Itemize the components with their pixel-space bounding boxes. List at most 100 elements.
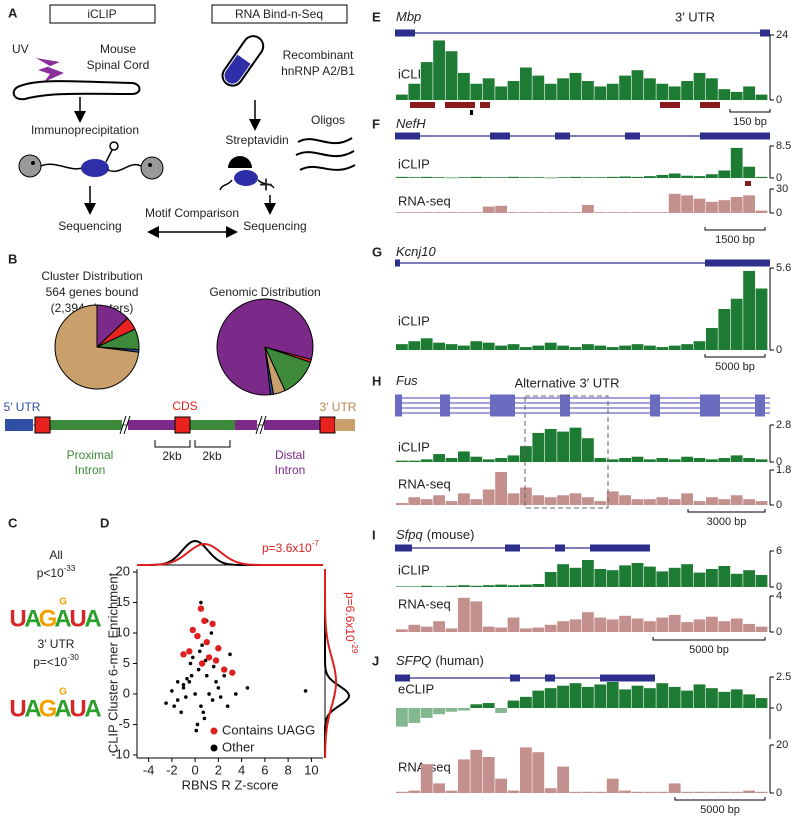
signal-bar	[433, 40, 445, 100]
signal-bar	[668, 173, 681, 178]
signal-bar	[532, 75, 545, 100]
point	[228, 652, 232, 657]
signal-bar	[420, 459, 433, 462]
pie-title: Genomic Distribution	[209, 285, 320, 299]
signal-bar	[507, 455, 520, 462]
signal-bar	[470, 499, 483, 505]
signal-bar	[420, 626, 433, 632]
signal-bar	[693, 791, 706, 793]
signal-bar	[458, 177, 470, 178]
signal-bar	[569, 427, 582, 462]
signal-bar	[718, 89, 731, 100]
signal-bar	[495, 708, 507, 713]
exon	[545, 674, 555, 682]
legend-label: Contains UAGG	[222, 722, 315, 737]
panel-c: C All p<10-33 3′ UTR p=<10-30	[8, 515, 79, 669]
signal-bar	[544, 83, 557, 100]
signal-bar	[532, 212, 545, 213]
signal-bar	[730, 618, 743, 632]
signal-bar	[644, 688, 656, 708]
rna-loop	[109, 141, 119, 151]
exon	[490, 399, 515, 407]
point	[195, 722, 200, 727]
signal-bar	[743, 166, 755, 178]
point	[175, 679, 180, 684]
signal-bar	[495, 345, 507, 350]
signal-bar	[668, 345, 681, 350]
point	[188, 661, 193, 666]
exon	[755, 394, 765, 402]
p-text: p<10	[37, 566, 64, 580]
signal-bar	[433, 342, 445, 350]
signal-bar	[420, 708, 433, 718]
signal-bar	[470, 585, 483, 587]
exon	[705, 259, 770, 267]
signal-bar	[706, 328, 718, 350]
exon	[755, 409, 765, 417]
point	[185, 676, 189, 681]
scale-bar-label: 5000 bp	[715, 361, 755, 373]
signal-bar	[532, 177, 545, 178]
legend-marker	[210, 744, 218, 752]
signal-bar	[569, 619, 582, 632]
signal-bar	[569, 683, 582, 708]
signal-bar	[594, 458, 607, 462]
gene-label: 3′ UTR	[320, 400, 357, 414]
gene-name: Sfpq (mouse)	[396, 527, 474, 542]
signal-bar	[743, 570, 755, 587]
signal-bar	[569, 212, 582, 213]
y-tick-label: 20	[776, 739, 788, 751]
cluster	[480, 102, 490, 108]
signal-bar	[681, 690, 693, 708]
signal-bar	[433, 454, 445, 462]
signal-bar	[557, 766, 569, 793]
signal-bar	[730, 495, 743, 505]
panel-letter: F	[372, 116, 380, 131]
signal-bar	[482, 342, 495, 350]
p-text: p=6.6x10	[343, 592, 357, 642]
signal-bar	[606, 681, 619, 708]
signal-bar	[631, 563, 644, 587]
alt-utr-box	[524, 395, 609, 509]
signal-bar	[569, 791, 582, 793]
signal-bar	[520, 212, 532, 213]
scale-bar-label: 5000 bp	[689, 644, 729, 656]
signal-bar	[482, 489, 495, 505]
signal-bar	[606, 459, 619, 462]
gene-name: SFPQ (human)	[396, 653, 484, 668]
signal-bar	[557, 78, 569, 100]
point	[229, 669, 236, 676]
exon	[700, 399, 720, 407]
logo-letter: U	[69, 605, 86, 632]
panel-letter: D	[100, 515, 109, 530]
rna	[107, 163, 142, 173]
scale-bar-label: 1500 bp	[715, 234, 755, 246]
signal-bar	[544, 177, 557, 179]
signal-bar	[619, 495, 631, 505]
signal-bar	[445, 177, 458, 179]
signal-bar	[408, 624, 421, 632]
signal-bar	[420, 212, 433, 213]
panel-a: A iCLIP RNA Bind-n-Seq UV Mouse Spinal C…	[8, 4, 356, 238]
signal-bar	[482, 626, 495, 632]
exon	[590, 544, 650, 552]
point	[189, 673, 194, 678]
track-label: iCLIP	[398, 439, 430, 454]
point	[197, 649, 202, 654]
exon	[395, 544, 412, 552]
signal-bar	[569, 347, 582, 350]
x-axis-label: RBNS R Z-score	[182, 777, 279, 792]
point	[218, 695, 223, 699]
point	[222, 673, 226, 678]
utr5	[5, 419, 33, 431]
signal-bar	[396, 708, 408, 727]
point	[220, 666, 228, 673]
point	[197, 605, 205, 612]
signal-bar	[520, 177, 532, 178]
gene-symbol: Fus	[396, 373, 418, 388]
signal-bar	[668, 614, 681, 632]
label: Streptavidin	[225, 133, 288, 147]
signal-bar	[644, 499, 656, 505]
x-tick-label: 2	[215, 762, 222, 777]
signal-bar	[644, 791, 656, 793]
